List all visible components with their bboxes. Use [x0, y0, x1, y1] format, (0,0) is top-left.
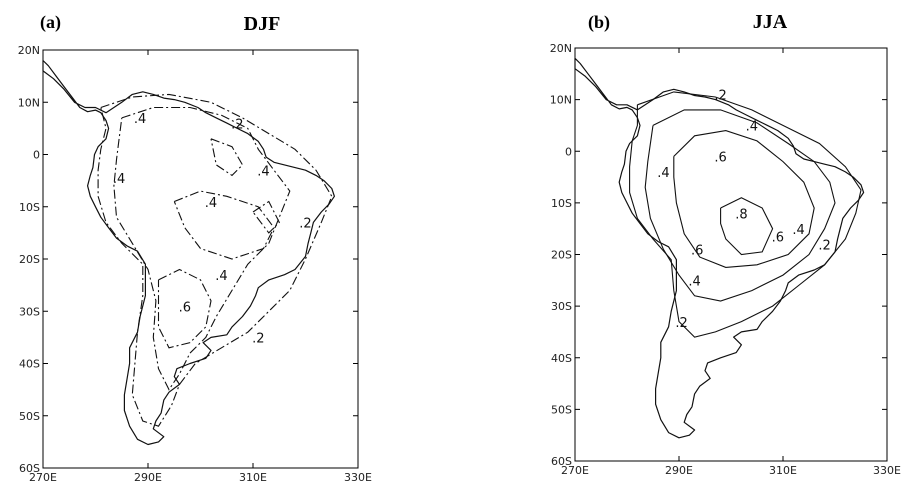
panel-a-label: (a) [40, 12, 61, 33]
contour-label: .6 [691, 244, 703, 259]
panel-b: (b) JJA 270E 290E 310E 330E 20N 10N 0 10S 20S 30S… [550, 11, 901, 477]
contour-line [210, 138, 244, 177]
panel-a-contours [97, 93, 333, 427]
x-tick-label: 290E [134, 471, 162, 483]
y-tick-label: 50S [19, 410, 40, 423]
contour-label: .4 [257, 164, 269, 179]
y-tick-label: 40S [19, 358, 40, 371]
contour-line [629, 91, 862, 338]
contour-label: .4 [205, 196, 217, 211]
y-tick-label: 10S [551, 197, 572, 210]
contour-label: .2 [714, 89, 726, 104]
panel-a: (a) DJF 270E 290E 310E 330E 20N 10N 0 10S 20S 30S… [18, 12, 372, 483]
panel-b-coastline [574, 57, 865, 439]
y-tick-label: 0 [33, 149, 40, 162]
x-tick-label: 270E [29, 471, 57, 483]
contour-label: .2 [818, 238, 830, 253]
y-tick-label: 20S [19, 253, 40, 266]
contour-label: .4 [746, 120, 758, 135]
y-tick-label: 20S [551, 249, 572, 262]
contour-label: .2 [675, 316, 687, 331]
contour-label: .4 [113, 172, 125, 187]
contour-label: .4 [688, 275, 700, 290]
panel-b-axis-ticks: 270E 290E 310E 330E 20N 10N 0 10S 20S 30S 40S 50S 60… [550, 42, 901, 477]
contour-label: .6 [772, 231, 784, 246]
contour-line [252, 200, 280, 234]
y-tick-label: 30S [551, 300, 572, 313]
y-tick-label: 20N [18, 44, 40, 57]
contour-line [113, 106, 291, 391]
contour-label: .6 [179, 300, 191, 315]
panel-b-frame [574, 47, 888, 462]
contour-label: .4 [792, 223, 804, 238]
contour-label: .8 [735, 207, 747, 222]
panel-b-contour-labels: .2 .4 .6 .4 .8 .6 .6 .4 .4 .2 .2 [657, 89, 831, 331]
x-tick-label: 270E [561, 464, 589, 477]
x-tick-label: 290E [665, 464, 693, 477]
y-tick-label: 0 [565, 145, 572, 158]
panel-a-contour-labels: .4 .2 .4 .4 .4 .2 .4 .6 .2 [113, 112, 312, 347]
x-tick-label: 310E [239, 471, 267, 483]
contour-line [720, 197, 774, 256]
y-tick-label: 10N [550, 94, 572, 107]
contour-label: .6 [714, 151, 726, 166]
y-tick-label: 10N [18, 96, 40, 109]
y-tick-label: 30S [19, 305, 40, 318]
y-tick-label: 50S [551, 403, 572, 416]
panel-a-axis-ticks: 270E 290E 310E 330E 20N 10N 0 10S 20S 30S 40S 50S 60… [18, 44, 372, 483]
contour-label: .4 [657, 166, 669, 181]
contour-label: .4 [134, 112, 146, 127]
y-tick-label: 40S [551, 352, 572, 365]
panel-a-frame [42, 49, 359, 469]
contour-line [157, 268, 212, 349]
contour-line [97, 93, 333, 427]
contour-line [673, 130, 815, 268]
y-tick-label: 10S [19, 201, 40, 214]
contour-label: .2 [252, 332, 264, 347]
panel-b-contours [629, 91, 862, 338]
y-tick-label: 60S [551, 455, 572, 468]
panel-a-coastline [42, 59, 335, 446]
contour-label: .4 [215, 269, 227, 284]
x-tick-label: 330E [344, 471, 372, 483]
panel-a-season-title: DJF [244, 13, 281, 35]
contour-label: .2 [299, 217, 311, 232]
contour-label: .2 [231, 117, 243, 132]
y-tick-label: 20N [550, 42, 572, 55]
x-tick-label: 310E [769, 464, 797, 477]
contour-line [644, 109, 836, 302]
panel-b-label: (b) [588, 12, 610, 33]
y-tick-label: 60S [19, 462, 40, 475]
contour-line [173, 190, 275, 260]
x-tick-label: 330E [873, 464, 901, 477]
panel-b-season-title: JJA [753, 11, 788, 33]
